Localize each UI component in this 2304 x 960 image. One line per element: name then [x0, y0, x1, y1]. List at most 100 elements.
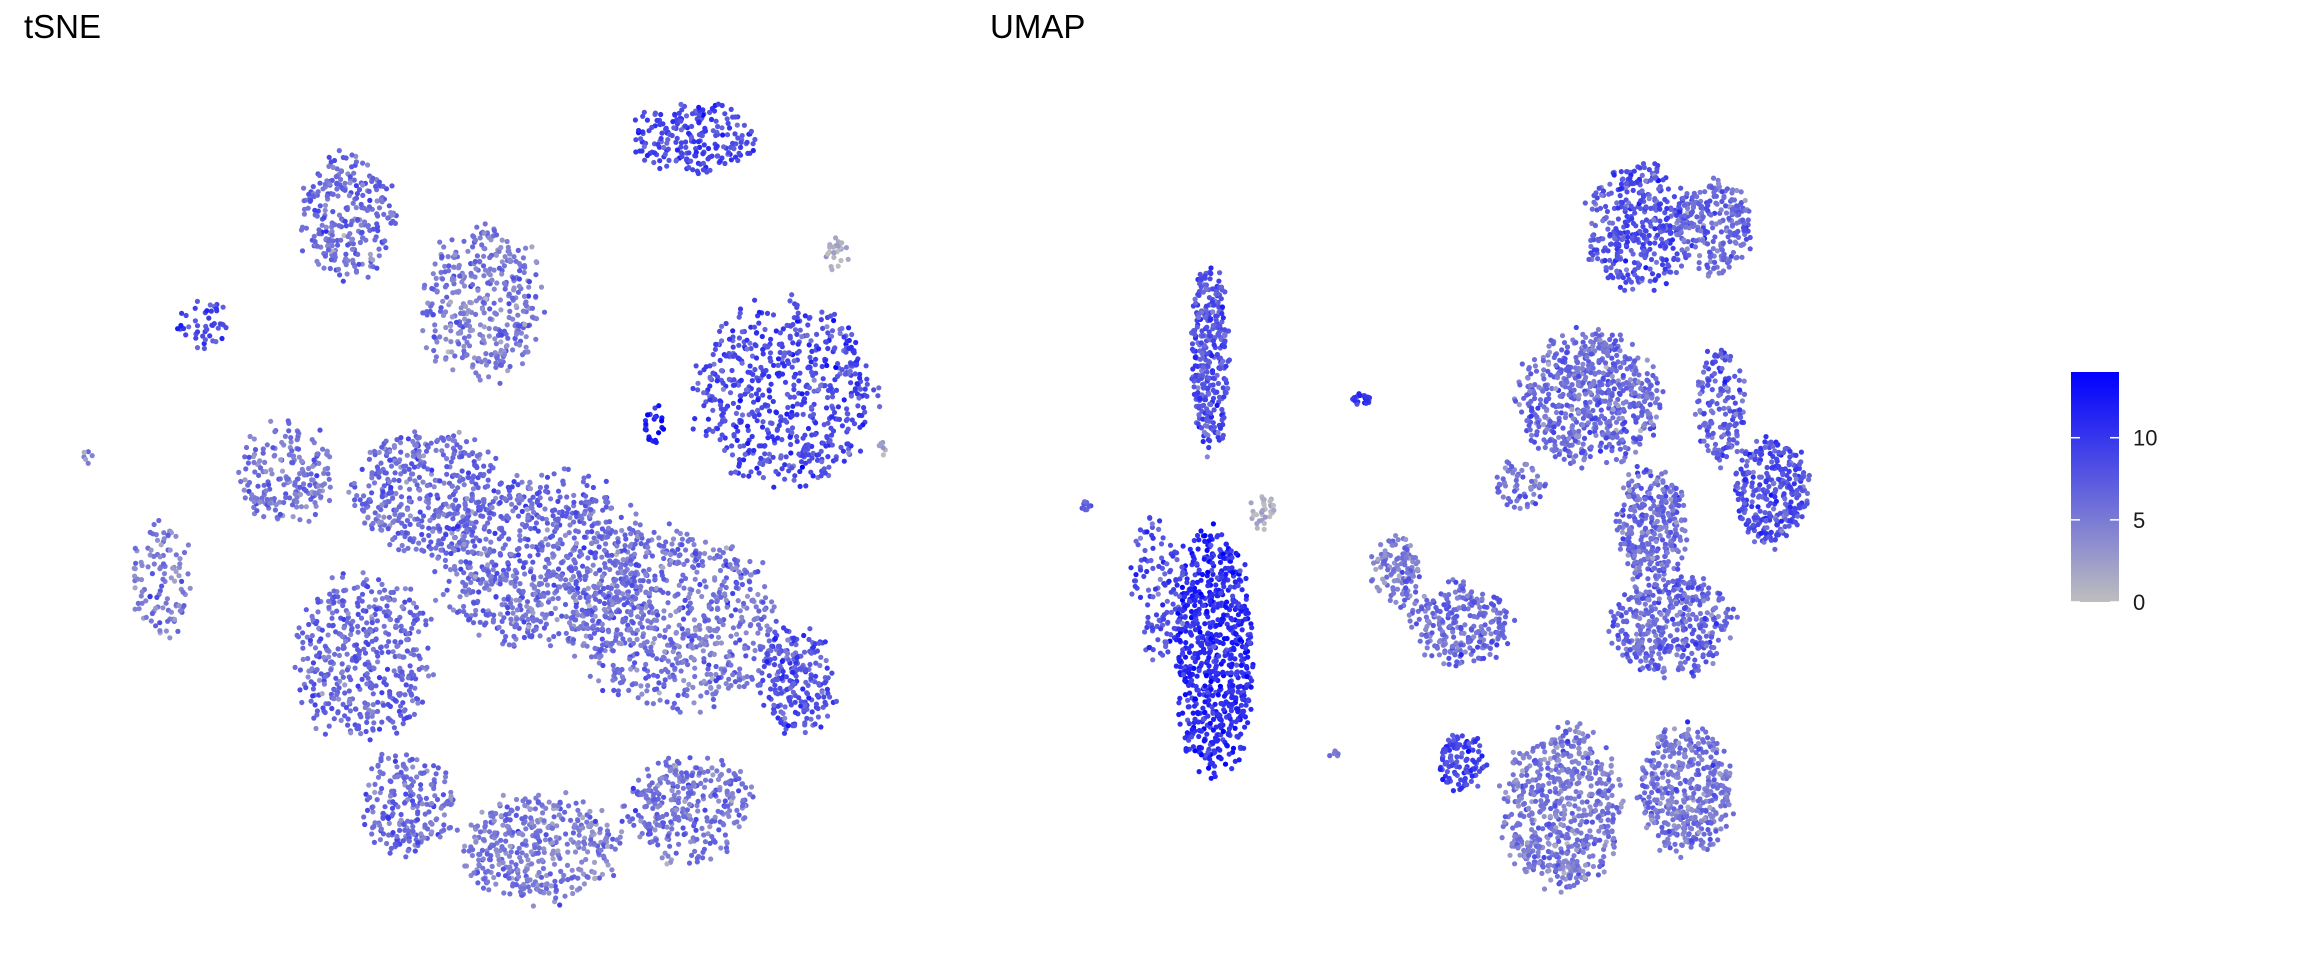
tsne-point — [472, 543, 478, 549]
tsne-point — [707, 626, 713, 632]
tsne-point — [408, 586, 414, 592]
tsne-point — [502, 542, 508, 548]
tsne-point — [473, 481, 479, 487]
tsne-point — [352, 497, 358, 503]
tsne-point — [726, 376, 732, 382]
tsne-point — [644, 152, 651, 159]
tsne-point — [713, 132, 719, 139]
tsne-point — [844, 416, 851, 422]
tsne-point — [487, 549, 493, 556]
tsne-point — [163, 628, 169, 634]
tsne-point — [498, 362, 504, 368]
tsne-point — [554, 617, 560, 623]
tsne-point — [391, 477, 397, 483]
tsne-point — [714, 640, 720, 646]
tsne-point — [640, 633, 646, 640]
tsne-point — [360, 608, 366, 614]
tsne-point — [330, 209, 336, 215]
tsne-point — [846, 337, 852, 344]
tsne-point — [431, 484, 437, 490]
tsne-point — [474, 453, 480, 459]
tsne-point — [628, 612, 634, 618]
tsne-point — [808, 469, 814, 475]
tsne-point — [702, 550, 708, 557]
tsne-point — [687, 600, 693, 606]
tsne-point — [572, 653, 578, 659]
tsne-point — [665, 658, 672, 664]
tsne-point — [522, 571, 528, 577]
tsne-point — [465, 508, 471, 514]
tsne-point — [765, 435, 771, 441]
tsne-point — [822, 699, 828, 705]
tsne-point — [277, 476, 283, 482]
tsne-point — [725, 120, 731, 126]
tsne-point — [477, 377, 483, 383]
tsne-point — [329, 623, 336, 629]
tsne-point — [437, 334, 443, 340]
tsne-point — [646, 590, 653, 597]
tsne-point — [791, 477, 797, 483]
tsne-point — [333, 675, 339, 681]
tsne-point — [555, 541, 561, 547]
tsne-point — [529, 607, 535, 613]
tsne-point — [527, 633, 533, 639]
tsne-point — [373, 183, 379, 190]
tsne-point — [310, 184, 316, 190]
tsne-point — [470, 620, 477, 626]
tsne-point — [777, 349, 783, 356]
tsne-point — [263, 469, 269, 475]
tsne-point — [794, 318, 801, 324]
tsne-point — [742, 645, 748, 652]
tsne-point — [839, 423, 846, 429]
tsne-point — [822, 639, 828, 645]
tsne-point — [488, 539, 494, 545]
tsne-point — [359, 466, 365, 472]
tsne-point — [297, 484, 303, 490]
tsne-point — [404, 452, 410, 458]
tsne-point — [551, 582, 557, 588]
tsne-point — [134, 576, 141, 582]
tsne-point — [692, 633, 698, 639]
tsne-point — [591, 869, 597, 876]
tsne-point — [465, 307, 472, 314]
tsne-point — [392, 697, 398, 703]
tsne-point — [753, 343, 759, 349]
tsne-point — [409, 625, 415, 631]
tsne-point — [447, 824, 454, 831]
tsne-point — [788, 323, 794, 329]
tsne-point — [684, 693, 690, 699]
tsne-point — [442, 309, 448, 315]
tsne-point — [300, 630, 306, 636]
tsne-point — [353, 183, 359, 189]
tsne-point — [819, 309, 825, 315]
tsne-point — [557, 799, 563, 805]
tsne-point — [610, 601, 616, 608]
tsne-point — [550, 596, 556, 602]
tsne-point — [760, 644, 766, 650]
tsne-point — [409, 698, 416, 704]
tsne-point — [386, 639, 392, 645]
tsne-point — [562, 601, 569, 608]
tsne-point — [444, 464, 450, 470]
tsne-point — [350, 257, 356, 263]
tsne-point — [862, 409, 868, 415]
tsne-point — [612, 670, 618, 676]
tsne-point — [792, 709, 799, 716]
tsne-point — [804, 715, 810, 721]
tsne-point — [299, 466, 305, 472]
tsne-point — [348, 631, 354, 638]
tsne-point — [644, 117, 651, 123]
tsne-point — [749, 409, 755, 415]
tsne-point — [461, 348, 467, 354]
tsne-point — [430, 528, 436, 534]
tsne-point — [782, 417, 788, 423]
tsne-point — [373, 683, 379, 689]
tsne-point — [318, 636, 324, 642]
tsne-point — [521, 820, 527, 826]
tsne-point — [819, 363, 825, 370]
tsne-point — [322, 673, 328, 680]
tsne-point — [529, 244, 535, 250]
tsne-point — [523, 344, 529, 350]
tsne-point — [841, 397, 847, 403]
tsne-point — [251, 504, 257, 510]
